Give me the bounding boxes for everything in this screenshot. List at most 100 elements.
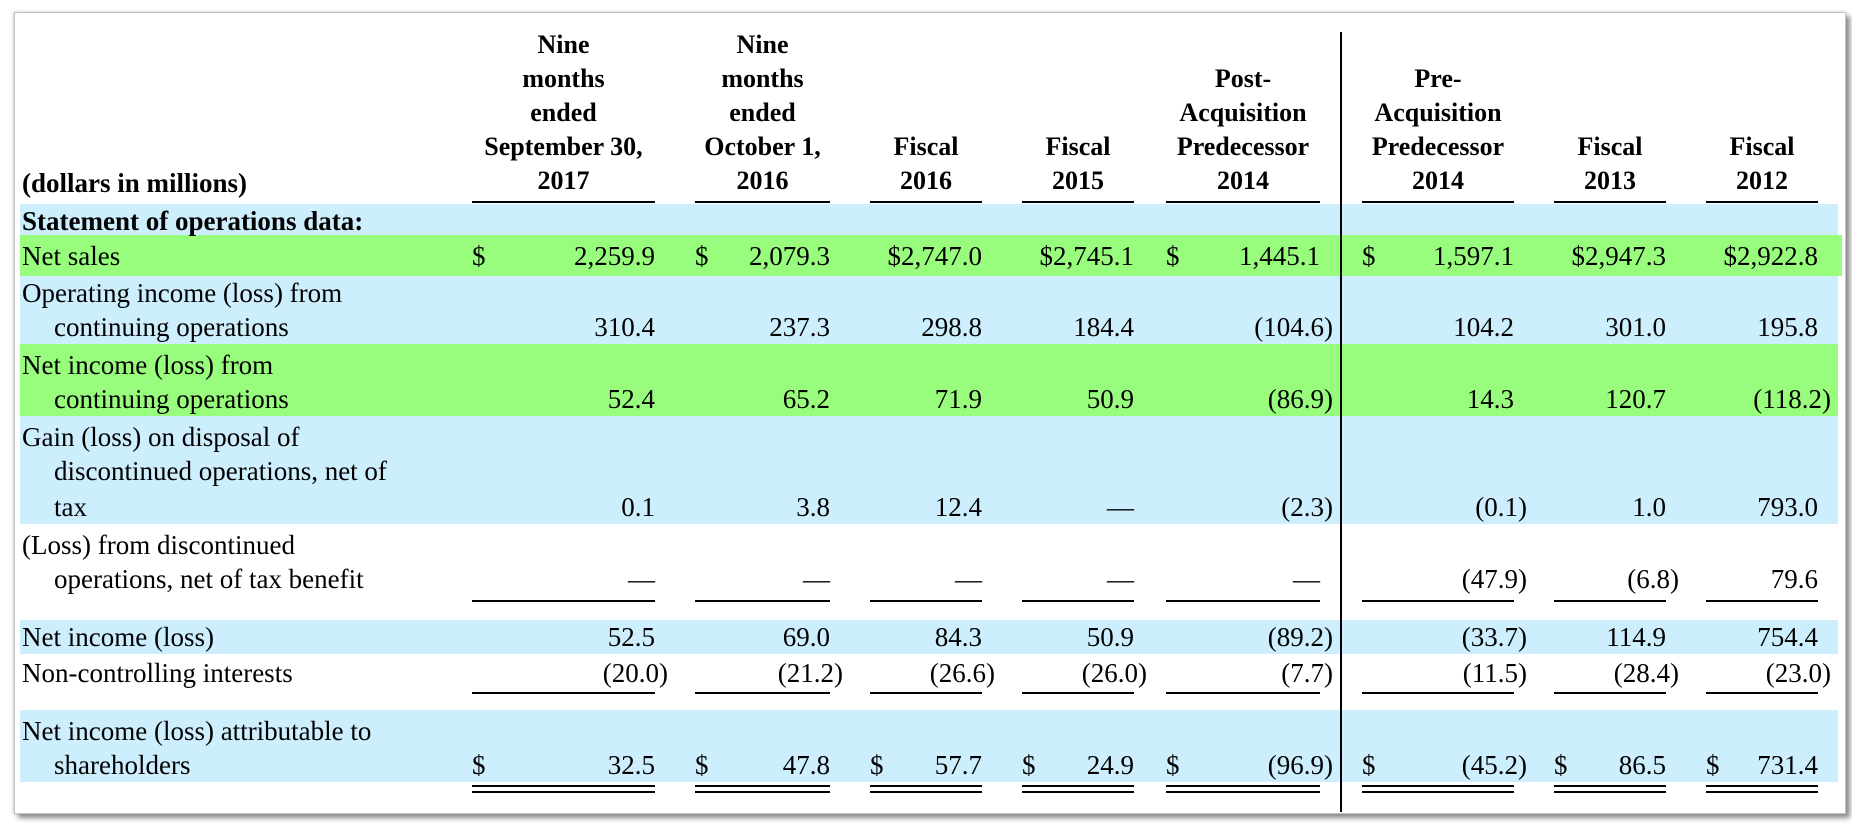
subtotal-rule bbox=[472, 692, 655, 694]
subtotal-rule bbox=[1554, 600, 1666, 602]
cell-value: 65.2 bbox=[782, 384, 830, 414]
subtotal-rule bbox=[695, 692, 830, 694]
cell-value: (26.0) bbox=[1081, 658, 1147, 688]
row-label: Gain (loss) on disposal of bbox=[22, 422, 300, 452]
currency-symbol: $ bbox=[1362, 241, 1376, 271]
column-header-line: 2016 bbox=[900, 166, 952, 195]
cell-value: (7.7) bbox=[1281, 658, 1333, 688]
total-double-rule bbox=[1166, 785, 1320, 793]
subtotal-rule bbox=[1706, 600, 1818, 602]
cell-value: 310.4 bbox=[594, 312, 655, 342]
column-header-line: Fiscal bbox=[893, 132, 959, 161]
row-highlight bbox=[20, 344, 1838, 416]
cell-value: 731.4 bbox=[1757, 750, 1818, 780]
cell-value: $2,922.8 bbox=[1723, 241, 1819, 271]
cell-value: 57.7 bbox=[934, 750, 982, 780]
cell-value: 754.4 bbox=[1757, 622, 1818, 652]
column-header-line: Pre- bbox=[1414, 64, 1462, 93]
cell-value: 12.4 bbox=[934, 492, 982, 522]
cell-value: $2,747.0 bbox=[887, 241, 983, 271]
cell-value: (11.5) bbox=[1462, 658, 1527, 688]
currency-symbol: $ bbox=[472, 750, 486, 780]
cell-value: 52.5 bbox=[607, 622, 655, 652]
cell-value: (118.2) bbox=[1753, 384, 1831, 414]
row-label: Net income (loss) from bbox=[22, 350, 274, 380]
cell-value: (23.0) bbox=[1765, 658, 1831, 688]
cell-value: — bbox=[628, 564, 655, 594]
cell-value: 120.7 bbox=[1605, 384, 1666, 414]
row-highlight bbox=[20, 204, 1838, 235]
subtotal-rule bbox=[1706, 692, 1818, 694]
column-header-line: ended bbox=[729, 98, 796, 127]
cell-value: 50.9 bbox=[1086, 384, 1134, 414]
column-header-line: 2014 bbox=[1412, 166, 1464, 195]
cell-value: 237.3 bbox=[769, 312, 830, 342]
row-highlight bbox=[20, 276, 1838, 344]
cell-value: 47.8 bbox=[782, 750, 830, 780]
currency-symbol: $ bbox=[1362, 750, 1376, 780]
currency-symbol: $ bbox=[1554, 750, 1568, 780]
column-header-rule bbox=[1706, 201, 1818, 203]
column-header-line: Predecessor bbox=[1176, 132, 1310, 161]
row-label: Operating income (loss) from bbox=[22, 278, 343, 308]
cell-value: 79.6 bbox=[1770, 564, 1818, 594]
currency-symbol: $ bbox=[1166, 241, 1180, 271]
cell-value: 298.8 bbox=[921, 312, 982, 342]
column-header-line: ended bbox=[530, 98, 597, 127]
cell-value: (104.6) bbox=[1254, 312, 1333, 342]
column-header-line: months bbox=[721, 64, 804, 93]
column-header-line: 2016 bbox=[736, 166, 789, 195]
row-label-continuation: continuing operations bbox=[54, 312, 289, 342]
row-highlight bbox=[20, 710, 1838, 782]
subtotal-rule bbox=[1166, 692, 1320, 694]
currency-symbol: $ bbox=[1022, 750, 1036, 780]
subtotal-rule bbox=[1166, 600, 1320, 602]
total-double-rule bbox=[695, 785, 830, 793]
cell-value: (21.2) bbox=[777, 658, 843, 688]
subtotal-rule bbox=[1362, 600, 1514, 602]
total-double-rule bbox=[1022, 785, 1134, 793]
column-header-line: Fiscal bbox=[1729, 132, 1795, 161]
column-header-rule bbox=[1554, 201, 1666, 203]
column-header-rule bbox=[1362, 201, 1514, 203]
column-header-line: 2013 bbox=[1584, 166, 1636, 195]
cell-value: (89.2) bbox=[1267, 622, 1333, 652]
cell-value: 1,597.1 bbox=[1433, 241, 1514, 271]
subtotal-rule bbox=[1022, 600, 1134, 602]
cell-value: — bbox=[1293, 564, 1320, 594]
cell-value: 14.3 bbox=[1466, 384, 1514, 414]
total-double-rule bbox=[870, 785, 982, 793]
row-label: (Loss) from discontinued bbox=[22, 530, 295, 560]
cell-value: 184.4 bbox=[1073, 312, 1134, 342]
column-header-rule bbox=[472, 201, 655, 203]
cell-value: (2.3) bbox=[1281, 492, 1333, 522]
currency-symbol: $ bbox=[695, 241, 709, 271]
subtotal-rule bbox=[1022, 692, 1134, 694]
cell-value: 86.5 bbox=[1618, 750, 1666, 780]
column-header-line: months bbox=[522, 64, 605, 93]
column-header-rule bbox=[1166, 201, 1320, 203]
cell-value: 2,079.3 bbox=[749, 241, 830, 271]
column-header-line: Post- bbox=[1214, 64, 1272, 93]
cell-value: 24.9 bbox=[1086, 750, 1134, 780]
cell-value: (33.7) bbox=[1461, 622, 1527, 652]
subtotal-rule bbox=[870, 692, 982, 694]
cell-value: (45.2) bbox=[1461, 750, 1527, 780]
cell-value: 71.9 bbox=[934, 384, 982, 414]
cell-value: 301.0 bbox=[1605, 312, 1666, 342]
cell-value: 50.9 bbox=[1086, 622, 1134, 652]
cell-value: 3.8 bbox=[796, 492, 830, 522]
cell-value: 793.0 bbox=[1757, 492, 1818, 522]
row-label: Net income (loss) bbox=[22, 622, 214, 652]
column-header-line: Nine bbox=[736, 30, 789, 59]
subtotal-rule bbox=[1554, 692, 1666, 694]
cell-value: (26.6) bbox=[929, 658, 995, 688]
row-highlight bbox=[20, 620, 1838, 654]
row-label-continuation: shareholders bbox=[54, 750, 191, 780]
column-header-line: Fiscal bbox=[1577, 132, 1643, 161]
column-header-line: Nine bbox=[537, 30, 590, 59]
predecessor-divider bbox=[1340, 32, 1342, 812]
cell-value: — bbox=[955, 564, 982, 594]
cell-value: (96.9) bbox=[1267, 750, 1333, 780]
cell-value: 195.8 bbox=[1757, 312, 1818, 342]
